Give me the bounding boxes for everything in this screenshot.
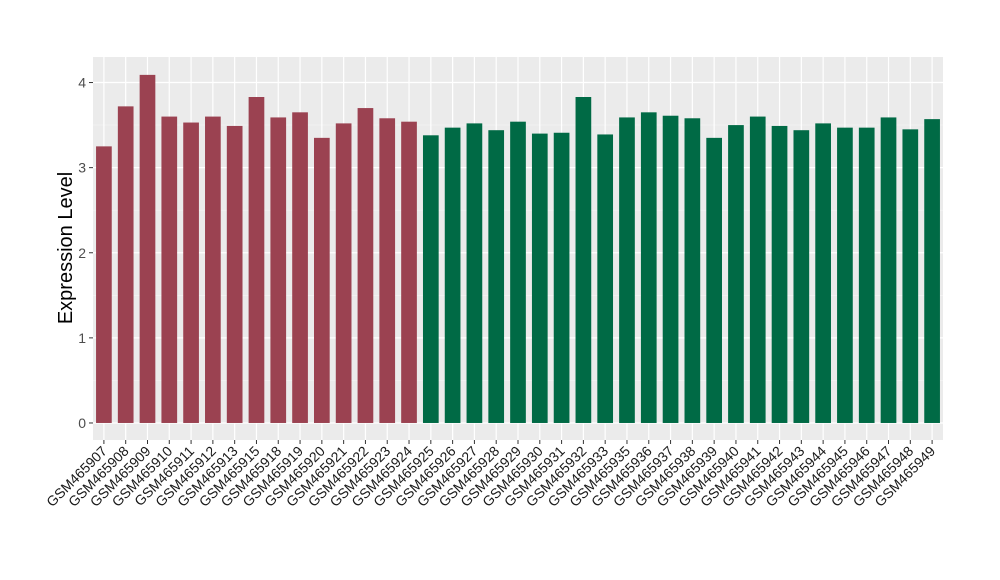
- y-tick-label: 4: [78, 75, 86, 91]
- bar-GSM465928: [488, 130, 505, 423]
- bar-GSM465932: [575, 97, 592, 423]
- bar-GSM465939: [706, 137, 722, 423]
- bar-GSM465910: [161, 116, 178, 423]
- bar-GSM465945: [837, 127, 853, 423]
- bar-GSM465919: [292, 112, 308, 423]
- bar-GSM465936: [640, 112, 657, 423]
- bar-GSM465922: [357, 108, 374, 423]
- bar-GSM465925: [422, 135, 439, 423]
- bar-GSM465918: [270, 117, 287, 423]
- bar-GSM465944: [815, 123, 831, 423]
- bar-GSM465920: [314, 137, 330, 423]
- bar-GSM465948: [902, 129, 919, 423]
- bar-GSM465930: [531, 133, 548, 423]
- y-tick-label: 3: [78, 160, 86, 176]
- bar-GSM465929: [510, 121, 526, 423]
- bar-GSM465931: [553, 132, 570, 423]
- y-axis: 0 1 2 3 4: [78, 75, 93, 431]
- bar-GSM465935: [619, 117, 635, 423]
- bar-GSM465949: [924, 119, 940, 423]
- bar-GSM465911: [183, 122, 199, 423]
- bar-GSM465908: [117, 106, 134, 423]
- bar-GSM465926: [444, 127, 461, 423]
- bar-GSM465941: [749, 116, 766, 423]
- bar-GSM465942: [771, 125, 788, 423]
- bar-GSM465933: [597, 134, 614, 423]
- bar-GSM465938: [684, 118, 701, 423]
- bar-GSM465921: [335, 123, 352, 423]
- y-tick-label: 2: [78, 245, 86, 261]
- bar-GSM465924: [401, 121, 417, 423]
- bar-GSM465923: [379, 118, 396, 423]
- y-tick-label: 0: [78, 415, 86, 431]
- bar-GSM465915: [248, 97, 265, 423]
- bar-GSM465946: [858, 127, 875, 423]
- bar-GSM465907: [96, 146, 112, 423]
- bar-GSM465909: [139, 74, 156, 423]
- bar-GSM465947: [880, 117, 897, 423]
- bar-GSM465940: [728, 125, 744, 423]
- bars: [96, 74, 940, 423]
- bar-GSM465913: [226, 125, 243, 423]
- bar-GSM465912: [205, 116, 221, 423]
- y-tick-label: 1: [78, 330, 86, 346]
- x-axis: GSM465907GSM465908GSM465909GSM465910GSM4…: [43, 440, 938, 510]
- bar-GSM465943: [793, 130, 810, 423]
- bar-GSM465927: [466, 123, 483, 423]
- bar-GSM465937: [662, 115, 679, 423]
- y-axis-title: Expression Level: [55, 172, 77, 324]
